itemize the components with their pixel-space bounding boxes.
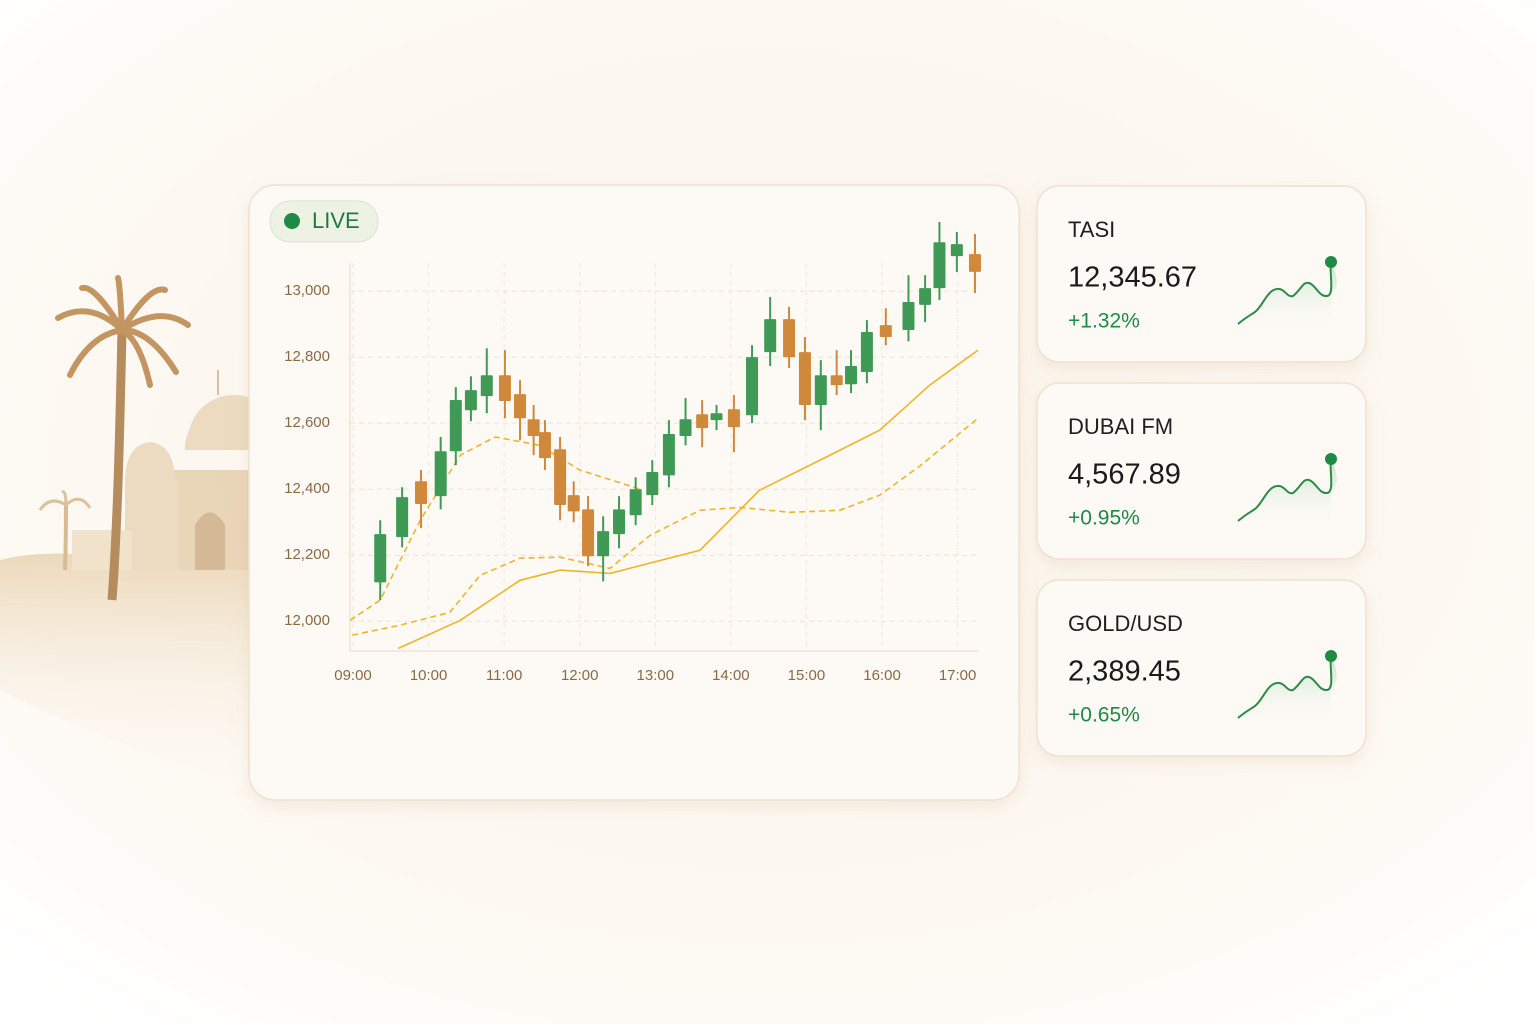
ticker-name: TASI bbox=[1068, 217, 1115, 242]
x-tick-label: 17:00 bbox=[939, 667, 977, 684]
candle-body bbox=[554, 449, 567, 506]
candle-body bbox=[613, 509, 626, 535]
x-tick-label: 09:00 bbox=[334, 667, 372, 684]
plot: 12,000 12,200 12,400 12,600 12,800 13,000 09:0… bbox=[284, 222, 981, 684]
candle-body bbox=[567, 495, 580, 512]
candle-body bbox=[464, 390, 477, 411]
candle-body bbox=[830, 375, 843, 386]
x-tick-label: 12:00 bbox=[561, 667, 599, 684]
x-tick-label: 14:00 bbox=[712, 667, 750, 684]
ticker-name: GOLD/USD bbox=[1068, 611, 1183, 636]
candle-body bbox=[968, 254, 981, 272]
candle-body bbox=[783, 319, 796, 358]
candle-body bbox=[879, 325, 892, 337]
ticker-value: 2,389.45 bbox=[1068, 656, 1181, 688]
candle-body bbox=[396, 497, 409, 538]
x-tick-label: 13:00 bbox=[637, 667, 675, 684]
candle-body bbox=[902, 301, 915, 331]
y-tick-label: 12,200 bbox=[284, 546, 330, 563]
candle-body bbox=[919, 288, 932, 305]
candle-body bbox=[646, 472, 659, 496]
ticker-name: DUBAI FM bbox=[1068, 414, 1173, 439]
candle-body bbox=[514, 394, 527, 419]
live-dot bbox=[284, 213, 300, 229]
candle-body bbox=[727, 409, 740, 428]
candle-body bbox=[434, 451, 447, 497]
moving-average-line bbox=[398, 349, 979, 650]
ticker-list: TASI 12,345.67 +1.32% DUBAI FM 4,567.89 +0.95… bbox=[1036, 185, 1367, 757]
candle-body bbox=[480, 375, 493, 397]
candle-body bbox=[746, 357, 759, 416]
candle-body bbox=[679, 419, 692, 437]
candle-body bbox=[498, 375, 511, 402]
live-label: LIVE bbox=[312, 208, 360, 233]
candle-body bbox=[798, 352, 811, 405]
y-tick-label: 12,800 bbox=[284, 348, 330, 365]
candle-body bbox=[764, 319, 777, 353]
candle-body bbox=[860, 332, 873, 372]
x-tick-label: 15:00 bbox=[788, 667, 826, 684]
ticker-change: +1.32% bbox=[1068, 310, 1140, 333]
candle-body bbox=[696, 414, 709, 429]
ticker-change: +0.95% bbox=[1068, 507, 1140, 530]
ticker-card: TASI 12,345.67 +1.32% bbox=[1036, 185, 1367, 363]
candle-body bbox=[710, 413, 723, 421]
candle-body bbox=[415, 481, 428, 505]
candle-body bbox=[814, 375, 827, 405]
moving-average-line bbox=[349, 436, 641, 621]
ticker-change: +0.65% bbox=[1068, 704, 1140, 727]
ticker-card: DUBAI FM 4,567.89 +0.95% bbox=[1036, 382, 1367, 560]
candle-body bbox=[527, 419, 540, 437]
candle-body bbox=[933, 242, 946, 289]
candle-body bbox=[597, 531, 610, 557]
y-tick-label: 12,000 bbox=[284, 612, 330, 629]
desert-scene bbox=[0, 275, 250, 780]
x-tick-label: 10:00 bbox=[410, 667, 448, 684]
y-tick-label: 12,600 bbox=[284, 414, 330, 431]
live-badge bbox=[269, 200, 379, 243]
x-tick-label: 16:00 bbox=[863, 667, 901, 684]
moving-average-line bbox=[352, 417, 979, 636]
candle-body bbox=[582, 509, 595, 557]
candle-body bbox=[374, 534, 387, 583]
ticker-value: 4,567.89 bbox=[1068, 459, 1181, 491]
candle-body bbox=[662, 434, 675, 476]
y-tick-label: 12,400 bbox=[284, 480, 330, 497]
ticker-value: 12,345.67 bbox=[1068, 262, 1197, 294]
candle-body bbox=[629, 489, 642, 516]
ticker-card: GOLD/USD 2,389.45 +0.65% bbox=[1036, 579, 1367, 757]
candle-body bbox=[538, 432, 551, 459]
candle-body bbox=[950, 244, 963, 257]
x-tick-label: 11:00 bbox=[486, 667, 522, 684]
candle-body bbox=[449, 400, 462, 452]
candle-body bbox=[845, 366, 858, 385]
y-tick-label: 13,000 bbox=[284, 282, 330, 299]
